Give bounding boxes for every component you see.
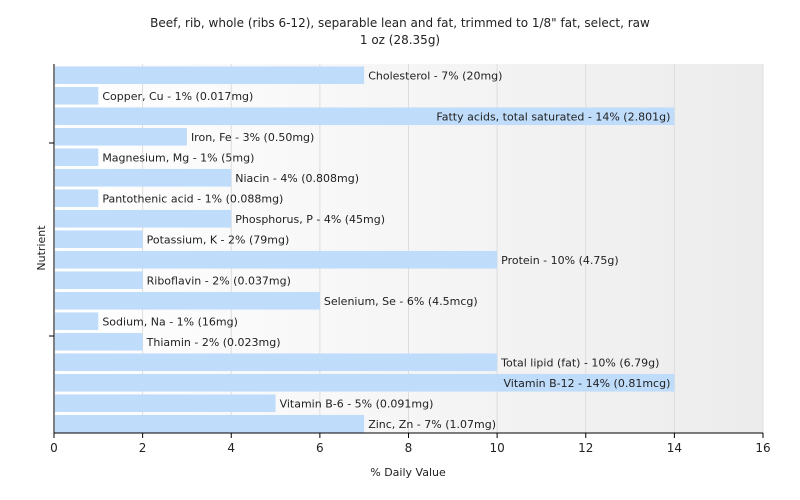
bar-label-1: Copper, Cu - 1% (0.017mg) — [102, 90, 253, 103]
bar-6 — [55, 189, 99, 208]
x-tick-label: 0 — [50, 441, 58, 455]
bar-label-7: Phosphorus, P - 4% (45mg) — [235, 213, 385, 226]
bar-5 — [55, 168, 232, 187]
bar-label-0: Cholesterol - 7% (20mg) — [368, 69, 502, 82]
bar-7 — [55, 209, 232, 228]
chart-subtitle: 1 oz (28.35g) — [360, 33, 440, 47]
x-axis-label: % Daily Value — [370, 466, 446, 479]
bar-label-9: Protein - 10% (4.75g) — [501, 254, 619, 267]
bar-label-13: Thiamin - 2% (0.023mg) — [146, 336, 281, 349]
bar-label-6: Pantothenic acid - 1% (0.088mg) — [102, 192, 283, 205]
bar-label-16: Vitamin B-6 - 5% (0.091mg) — [280, 397, 434, 410]
bar-0 — [55, 66, 365, 85]
x-tick-label: 2 — [139, 441, 147, 455]
bar-label-8: Potassium, K - 2% (79mg) — [147, 233, 290, 246]
chart-title: Beef, rib, whole (ribs 6-12), separable … — [150, 16, 650, 30]
x-tick-label: 4 — [227, 441, 235, 455]
bar-label-3: Iron, Fe - 3% (0.50mg) — [191, 131, 314, 144]
bar-label-15: Vitamin B-12 - 14% (0.81mcg) — [504, 377, 671, 390]
bar-label-11: Selenium, Se - 6% (4.5mcg) — [324, 295, 478, 308]
bar-16 — [55, 394, 276, 413]
bar-9 — [55, 250, 498, 269]
x-tick-label: 10 — [489, 441, 504, 455]
bar-10 — [55, 271, 143, 290]
bar-3 — [55, 127, 187, 146]
x-tick-label: 14 — [667, 441, 682, 455]
bar-12 — [55, 312, 99, 331]
x-tick-label: 8 — [405, 441, 413, 455]
bar-label-12: Sodium, Na - 1% (16mg) — [102, 315, 238, 328]
x-tick-label: 16 — [755, 441, 770, 455]
bar-label-10: Riboflavin - 2% (0.037mg) — [147, 274, 291, 287]
bar-13 — [55, 332, 143, 351]
bar-14 — [55, 353, 498, 372]
bar-8 — [55, 230, 143, 249]
bar-2 — [55, 107, 675, 126]
bar-label-14: Total lipid (fat) - 10% (6.79g) — [500, 356, 659, 369]
bar-1 — [55, 86, 99, 105]
y-axis-label: Nutrient — [35, 225, 48, 271]
bar-label-17: Zinc, Zn - 7% (1.07mg) — [368, 418, 496, 431]
bar-4 — [55, 148, 99, 167]
bar-17 — [55, 414, 365, 433]
bar-label-5: Niacin - 4% (0.808mg) — [235, 172, 359, 185]
bar-11 — [55, 291, 320, 310]
x-tick-label: 12 — [578, 441, 593, 455]
bar-label-4: Magnesium, Mg - 1% (5mg) — [102, 151, 254, 164]
bar-label-2: Fatty acids, total saturated - 14% (2.80… — [436, 110, 670, 123]
bar-15 — [55, 373, 675, 392]
x-tick-label: 6 — [316, 441, 324, 455]
